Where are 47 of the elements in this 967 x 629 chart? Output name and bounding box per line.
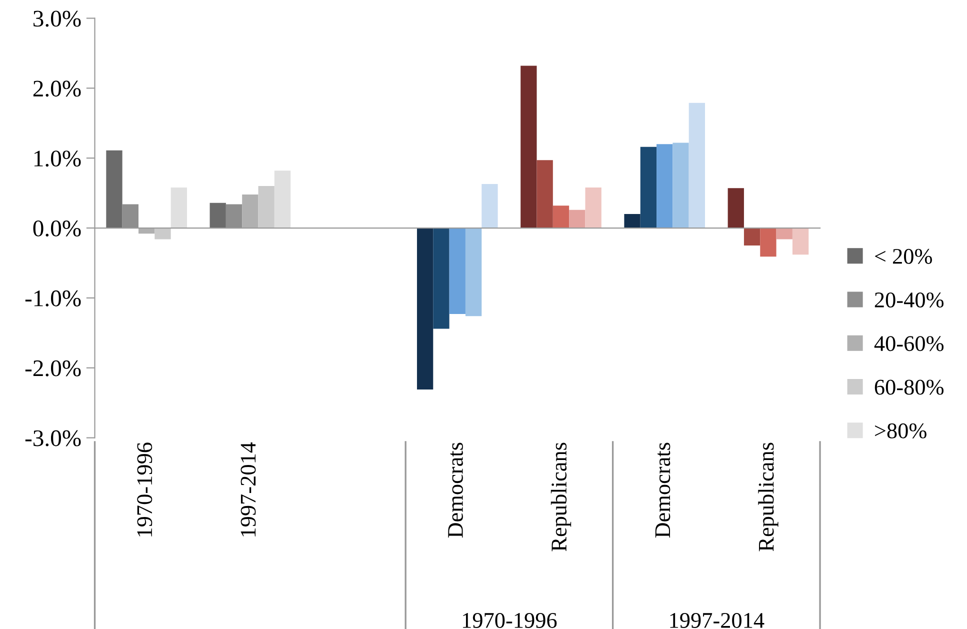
bar xyxy=(482,184,498,228)
x-tick-label: 1997-2014 xyxy=(240,442,256,536)
y-tick-label: -1.0% xyxy=(25,290,81,306)
bar xyxy=(585,187,602,228)
bar xyxy=(536,160,553,228)
bar xyxy=(210,202,226,228)
text: 1970-1996 xyxy=(463,612,557,628)
y-tick-label: -2.0% xyxy=(25,360,81,376)
y-tick-label: 1.0% xyxy=(34,150,81,167)
bar xyxy=(465,228,482,316)
bar xyxy=(672,142,689,228)
bar xyxy=(242,194,258,228)
y-tick-label: 2.0% xyxy=(33,80,81,97)
bar xyxy=(274,170,291,228)
legend-label: 40-60% xyxy=(874,336,944,352)
y-tick-label: 0.0% xyxy=(33,220,81,237)
bar xyxy=(106,150,122,228)
y-tick-label: -3.0% xyxy=(25,430,81,446)
bar xyxy=(552,206,570,228)
bar xyxy=(258,186,274,228)
bar xyxy=(569,210,586,228)
bar xyxy=(792,228,809,255)
bar xyxy=(433,228,450,329)
legend-label: 20-40% xyxy=(874,292,944,308)
bar xyxy=(776,228,792,240)
bar xyxy=(416,228,434,390)
bar xyxy=(688,102,706,228)
legend-label: < 20% xyxy=(875,248,932,264)
y-tick-label: 3.0% xyxy=(34,10,81,27)
bar xyxy=(728,188,744,228)
bar xyxy=(170,187,187,228)
bar xyxy=(744,228,760,246)
bar xyxy=(154,228,171,240)
x-tick-label: 1970-1996 xyxy=(137,442,152,536)
legend-label: >80% xyxy=(875,423,926,438)
bar xyxy=(624,214,640,228)
legend-label: 60-80% xyxy=(874,380,944,395)
x-tick-label: Democrats xyxy=(448,442,463,538)
bar xyxy=(520,66,537,228)
x-tick-label: Democrats xyxy=(655,442,670,538)
text: 1997-2014 xyxy=(670,612,764,628)
bar xyxy=(760,228,776,257)
bar xyxy=(449,228,466,314)
x-tick-label: Republicans xyxy=(758,442,778,552)
bar xyxy=(640,146,657,228)
bar xyxy=(656,144,673,228)
x-tick-label: Republicans xyxy=(550,442,572,552)
